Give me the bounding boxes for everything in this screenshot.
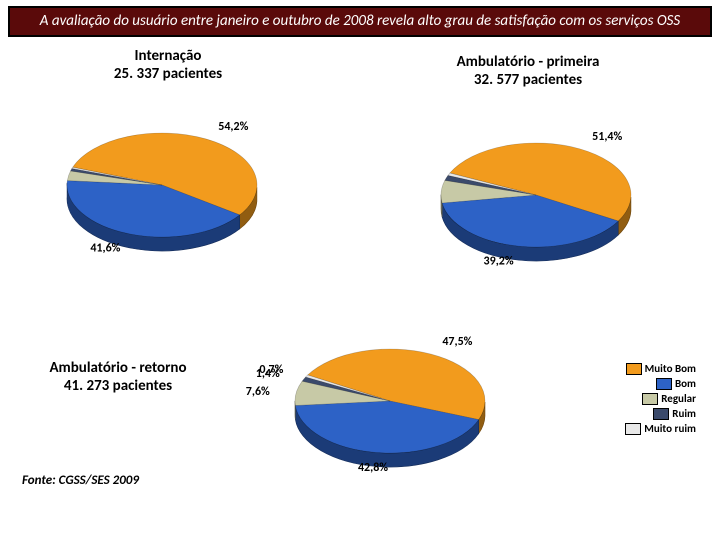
- pie-label: 39,2%: [484, 254, 514, 268]
- title-line: 41. 273 pacientes: [64, 377, 172, 395]
- legend-item-regular: Regular: [586, 391, 696, 406]
- header-banner: A avaliação do usuário entre janeiro e o…: [8, 6, 712, 37]
- title-line: Internação: [135, 47, 202, 65]
- legend-item-ruim: Ruim: [586, 406, 696, 421]
- legend-swatch: [626, 363, 642, 375]
- legend-item-muito_bom: Muito Bom: [586, 361, 696, 376]
- chart-stage: Internação 25. 337 pacientes 54,2%41,6% …: [8, 41, 712, 515]
- pie-chart-internacao: 54,2% 41,6%: [2, 91, 322, 291]
- title-line: 25. 337 pacientes: [114, 65, 222, 83]
- legend-swatch: [642, 393, 658, 405]
- pie-label: 54,2%: [218, 120, 248, 134]
- chart-title-primeira: Ambulatório - primeira 32. 577 pacientes: [408, 53, 648, 89]
- pie-label: 0,7%: [259, 363, 283, 377]
- source-citation: Fonte: CGSS/SES 2009: [22, 473, 139, 488]
- pie-chart-retorno: 47,5%42,8%7,6%1,4%0,7%: [220, 297, 560, 517]
- legend-label: Regular: [661, 392, 696, 405]
- legend-label: Muito ruim: [644, 422, 696, 435]
- legend-swatch: [656, 378, 672, 390]
- legend-label: Bom: [675, 377, 696, 390]
- legend: Muito Bom Bom Regular Ruim Muito ruim: [586, 361, 696, 436]
- legend-item-bom: Bom: [586, 376, 696, 391]
- legend-label: Muito Bom: [645, 362, 696, 375]
- header-text: A avaliação do usuário entre janeiro e o…: [40, 12, 680, 30]
- title-line: 32. 577 pacientes: [474, 71, 582, 89]
- pie-chart-primeira: 51,4% 39,2%: [376, 101, 696, 301]
- legend-label: Ruim: [672, 407, 696, 420]
- pie-label: 42,8%: [358, 461, 388, 475]
- legend-item-muito_ruim: Muito ruim: [586, 421, 696, 436]
- title-line: Ambulatório - retorno: [49, 359, 186, 377]
- pie-label: 41,6%: [90, 241, 120, 255]
- legend-swatch: [653, 408, 669, 420]
- pie-label: 7,6%: [246, 385, 270, 399]
- pie-label: 51,4%: [592, 130, 622, 144]
- pie-label: 47,5%: [442, 335, 472, 349]
- legend-swatch: [625, 423, 641, 435]
- chart-title-retorno: Ambulatório - retorno 41. 273 pacientes: [18, 359, 218, 395]
- source-text: Fonte: CGSS/SES 2009: [22, 473, 139, 488]
- chart-title-internacao: Internação 25. 337 pacientes: [68, 47, 268, 83]
- title-line: Ambulatório - primeira: [457, 53, 600, 71]
